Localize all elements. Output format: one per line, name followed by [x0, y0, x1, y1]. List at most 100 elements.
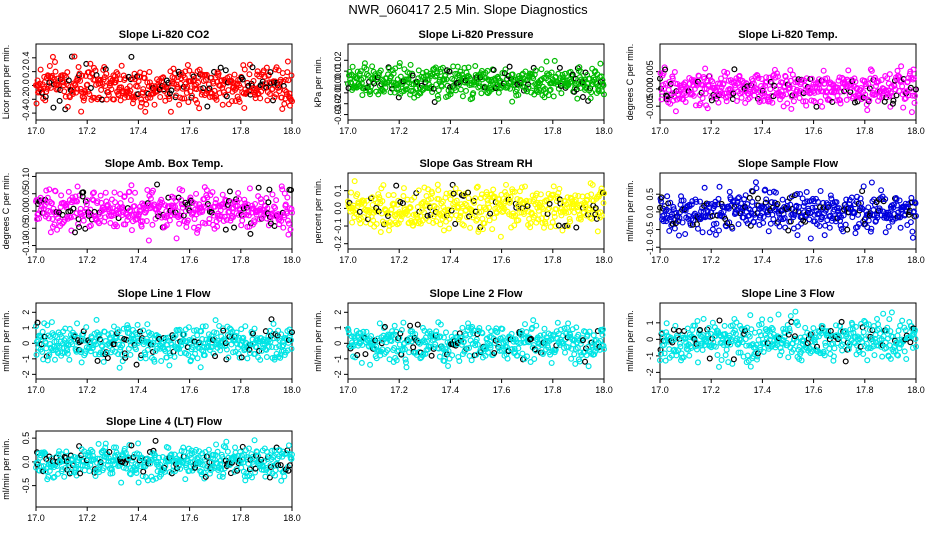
data-point [215, 70, 222, 77]
data-point [360, 214, 367, 221]
data-point [55, 451, 62, 458]
data-point [763, 78, 770, 85]
y-tick-label: 2 [333, 310, 343, 315]
y-tick-label: 0.00 [333, 73, 343, 91]
data-point [478, 208, 485, 215]
reference-point [859, 188, 866, 195]
data-point [422, 350, 429, 357]
data-point [61, 88, 68, 95]
data-point [125, 93, 132, 100]
reference-point [87, 84, 94, 91]
data-point [697, 100, 704, 107]
data-point [720, 341, 727, 348]
y-tick-label: -0.5 [645, 222, 655, 238]
data-point [884, 75, 891, 82]
reference-point [266, 186, 273, 193]
reference-point [133, 361, 140, 368]
x-tick-label: 17.8 [856, 385, 874, 395]
data-point [108, 466, 115, 473]
data-point [459, 93, 466, 100]
reference-point [239, 76, 246, 83]
x-tick-label: 18.0 [907, 255, 925, 265]
data-point [193, 86, 200, 93]
page-title: NWR_060417 2.5 Min. Slope Diagnostics [348, 2, 588, 17]
reference-point [907, 339, 914, 346]
data-point [746, 333, 753, 340]
reference-point [593, 215, 600, 222]
panel-title: Slope Sample Flow [738, 158, 839, 170]
data-point [142, 351, 149, 358]
data-point [377, 87, 384, 94]
data-point [910, 66, 917, 73]
data-point [270, 320, 277, 327]
data-point [543, 58, 550, 65]
data-point [194, 332, 201, 339]
data-point [840, 212, 847, 219]
data-point [146, 332, 153, 339]
y-tick-label: -1 [645, 352, 655, 360]
data-point [389, 328, 396, 335]
data-point [142, 108, 149, 115]
data-point [363, 328, 370, 335]
data-point [128, 227, 135, 234]
data-point [803, 212, 810, 219]
data-point [893, 196, 900, 203]
data-point [279, 105, 286, 112]
reference-point [472, 208, 479, 215]
data-point [883, 327, 890, 334]
data-point [171, 333, 178, 340]
data-point [230, 214, 237, 221]
reference-point [893, 92, 900, 99]
data-point [872, 217, 879, 224]
x-tick-label: 17.8 [544, 126, 562, 136]
data-point [278, 94, 285, 101]
x-tick-label: 17.2 [702, 255, 720, 265]
data-point [716, 183, 723, 190]
x-tick-label: 17.0 [27, 126, 45, 136]
data-point [148, 330, 155, 337]
data-point [252, 91, 259, 98]
data-point [597, 209, 604, 216]
reference-point [573, 86, 580, 93]
data-point [714, 351, 721, 358]
data-point [415, 75, 422, 82]
data-point [199, 336, 206, 343]
data-point [373, 355, 380, 362]
reference-point [844, 226, 851, 233]
reference-point [785, 331, 792, 338]
data-point [381, 220, 388, 227]
data-point [48, 319, 55, 326]
data-point [676, 95, 683, 102]
data-point [167, 108, 174, 115]
panel-title: Slope Li-820 Pressure [419, 29, 534, 41]
reference-point [165, 194, 172, 201]
data-point [574, 207, 581, 214]
data-point [467, 331, 474, 338]
x-tick-label: 18.0 [595, 126, 613, 136]
data-point [126, 188, 133, 195]
reference-point [452, 220, 459, 227]
data-point [414, 213, 421, 220]
data-point [417, 212, 424, 219]
x-tick-label: 17.8 [544, 385, 562, 395]
data-point [538, 66, 545, 73]
data-point [890, 201, 897, 208]
reference-point [220, 327, 227, 334]
data-point [720, 80, 727, 87]
reference-point [255, 184, 262, 191]
data-point [808, 75, 815, 82]
data-point [837, 97, 844, 104]
data-point [852, 78, 859, 85]
data-point [527, 359, 534, 366]
data-point [105, 331, 112, 338]
data-point [868, 179, 875, 186]
data-point [475, 228, 482, 235]
data-point [137, 218, 144, 225]
data-point [63, 201, 70, 208]
data-point [272, 204, 279, 211]
data-point [282, 201, 289, 208]
x-tick-label: 18.0 [907, 126, 925, 136]
data-point [876, 94, 883, 101]
chart-panel-li820-temp: Slope Li-820 Temp.degrees C per min.17.0… [625, 29, 925, 136]
data-point [97, 80, 104, 87]
